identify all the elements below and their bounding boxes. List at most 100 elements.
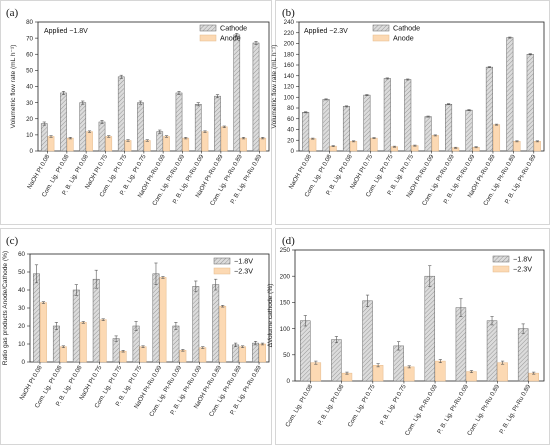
x-tick-label: Com. Lig. Pt 0.75 xyxy=(347,383,377,428)
bar-2-3v-com-lig-pt-0-08 xyxy=(310,362,322,382)
y-tick-label: 0 xyxy=(22,359,26,366)
bar-cathode-p-b-lig-pt-0-08 xyxy=(342,106,350,152)
y-tick-label: 40 xyxy=(287,127,294,134)
bar-anode-p-b-lig-pt-ru-0-89 xyxy=(259,137,267,152)
plot-area-border xyxy=(294,249,545,382)
bar-cathode-naoh-pt-0-75 xyxy=(363,94,371,152)
bar-cathode-com-lig-pt-0-75 xyxy=(383,78,391,152)
bar-anode-com-lig-pt-ru-0-09 xyxy=(182,137,190,152)
legend-swatch-cathode xyxy=(372,24,390,32)
bar-1-8v-com-lig-pt-ru-0-09 xyxy=(424,275,436,382)
bar-1-8v-com-lig-pt-ru-0-89 xyxy=(232,344,240,363)
bar-2-3v-p-b-lig-pt-ru-0-09 xyxy=(466,371,477,382)
panel-label: (d) xyxy=(282,235,295,247)
bar-2-3v-com-lig-pt-ru-0-09 xyxy=(435,360,446,382)
y-tick-label: 0 xyxy=(30,148,34,155)
y-tick-label: 60 xyxy=(26,51,33,58)
legend-swatch-cathode xyxy=(199,24,217,32)
x-tick-label: P. B. Lig. Pt-Ru 0.89 xyxy=(498,383,532,435)
y-tick-label: 80 xyxy=(287,105,294,112)
y-tick-label: 20 xyxy=(287,137,294,144)
bar-anode-naoh-pt-ru-0-09 xyxy=(431,135,439,152)
legend-label-1-8v: −1.8V xyxy=(234,257,253,266)
bar-1-8v-p-b-lig-pt-ru-0-89 xyxy=(252,342,259,363)
legend-swatch-2-3v xyxy=(213,267,231,275)
x-tick-label: P. B. Lig. Pt 0.08 xyxy=(317,383,346,427)
panel-c-gas-ratio: (c) 0 10 20 30 40 50 60 Ratio gas products Anode… xyxy=(0,228,272,445)
bar-1-8v-com-lig-pt-0-08 xyxy=(300,320,311,382)
bar-cathode-naoh-pt-ru-0-89 xyxy=(214,95,221,152)
bar-2-3v-p-b-lig-pt-0-75 xyxy=(403,366,415,382)
y-tick-label: 250 xyxy=(280,247,291,254)
legend-label-anode: Anode xyxy=(393,34,414,43)
y-tick-label: 10 xyxy=(26,132,33,139)
legend-label-2-3v: −2.3V xyxy=(513,265,532,274)
y-tick-label: 30 xyxy=(26,100,33,107)
bar-anode-naoh-pt-0-75 xyxy=(105,136,113,152)
y-tick-label: 50 xyxy=(283,352,290,359)
bar-2-3v-naoh-pt-ru-0-89 xyxy=(219,305,227,363)
bar-1-8v-com-lig-pt-0-08 xyxy=(52,325,60,363)
bar-cathode-naoh-pt-ru-0-89 xyxy=(485,66,493,152)
bar-anode-com-lig-pt-ru-0-89 xyxy=(240,137,247,152)
bar-cathode-naoh-pt-0-08 xyxy=(40,123,48,152)
bar-1-8v-p-b-lig-pt-ru-0-09 xyxy=(455,307,467,382)
bar-anode-naoh-pt-ru-0-09 xyxy=(163,136,170,152)
y-tick-label: 40 xyxy=(26,84,33,91)
bar-2-3v-p-b-lig-pt-ru-0-89 xyxy=(259,343,266,363)
legend-label-2-3v: −2.3V xyxy=(234,267,253,276)
bar-cathode-com-lig-pt-0-08 xyxy=(60,92,67,152)
bar-2-3v-com-lig-pt-0-75 xyxy=(372,365,384,382)
bar-cathode-p-b-lig-pt-ru-0-89 xyxy=(526,54,534,152)
y-tick-label: 200 xyxy=(284,41,295,48)
bar-cathode-naoh-pt-ru-0-09 xyxy=(424,116,432,152)
y-tick-label: 220 xyxy=(284,30,295,37)
bar-cathode-p-b-lig-pt-0-75 xyxy=(404,79,412,152)
y-axis-label: ΔVolume cathode (%) xyxy=(267,284,274,348)
bar-anode-naoh-pt-0-08 xyxy=(47,136,55,152)
bar-1-8v-com-lig-pt-0-75 xyxy=(362,300,373,382)
bar-cathode-com-lig-pt-ru-0-89 xyxy=(233,34,241,152)
y-tick-label: 50 xyxy=(26,68,33,75)
panel-frame xyxy=(0,0,272,225)
panel-label: (b) xyxy=(282,7,295,19)
y-axis-label: Volumetric flow rate (mL h⁻¹) xyxy=(10,45,17,129)
bar-cathode-com-lig-pt-ru-0-09 xyxy=(175,92,183,152)
y-axis-label: Volumetric flow rate (mL h⁻¹) xyxy=(271,45,278,129)
panel-label: (c) xyxy=(6,235,19,247)
legend-swatch-anode xyxy=(372,34,390,42)
legend-swatch-1-8v xyxy=(213,257,231,265)
bar-anode-p-b-lig-pt-0-75 xyxy=(143,140,151,152)
panel-b-volumetric-flow-2-3v: (b) 0 20 40 60 80 100 120 140 160 180 200 220 240 Volu… xyxy=(271,0,550,225)
y-tick-label: 100 xyxy=(280,326,291,333)
bar-1-8v-naoh-pt-0-08 xyxy=(33,273,40,363)
bar-1-8v-p-b-lig-pt-0-08 xyxy=(331,339,342,382)
panel-label: (a) xyxy=(6,7,19,19)
y-tick-label: 100 xyxy=(284,94,295,101)
bar-anode-p-b-lig-pt-ru-0-09 xyxy=(201,131,209,152)
bar-2-3v-naoh-pt-0-08 xyxy=(40,302,47,363)
bar-2-3v-p-b-lig-pt-ru-0-09 xyxy=(199,347,207,363)
y-tick-label: 20 xyxy=(18,323,25,330)
legend-label-anode: Anode xyxy=(220,34,241,43)
x-tick-label: P. B. Lig. Pt 0.75 xyxy=(379,383,408,427)
bar-1-8v-p-b-lig-pt-ru-0-89 xyxy=(517,328,529,382)
y-tick-label: 160 xyxy=(284,62,295,69)
legend-label-cathode: Cathode xyxy=(220,24,247,33)
y-tick-label: 150 xyxy=(280,300,291,307)
bar-1-8v-p-b-lig-pt-0-75 xyxy=(132,325,140,363)
bar-anode-p-b-lig-pt-ru-0-89 xyxy=(533,141,541,152)
y-tick-label: 0 xyxy=(287,378,291,385)
bar-2-3v-com-lig-pt-ru-0-09 xyxy=(179,350,187,363)
bar-2-3v-com-lig-pt-ru-0-89 xyxy=(239,346,247,363)
legend-swatch-1-8v xyxy=(492,255,510,263)
bar-1-8v-naoh-pt-ru-0-89 xyxy=(212,284,220,363)
y-axis-label: Ratio gas products Anode/Cathode (%) xyxy=(2,251,9,365)
bar-anode-naoh-pt-0-08 xyxy=(309,138,317,152)
bar-cathode-p-b-lig-pt-ru-0-09 xyxy=(194,103,202,152)
y-tick-label: 0 xyxy=(291,148,295,155)
bar-1-8v-p-b-lig-pt-0-08 xyxy=(72,289,80,363)
bar-cathode-p-b-lig-pt-0-08 xyxy=(79,102,87,152)
bar-1-8v-p-b-lig-pt-0-75 xyxy=(393,345,404,382)
legend-label-1-8v: −1.8V xyxy=(513,255,532,264)
